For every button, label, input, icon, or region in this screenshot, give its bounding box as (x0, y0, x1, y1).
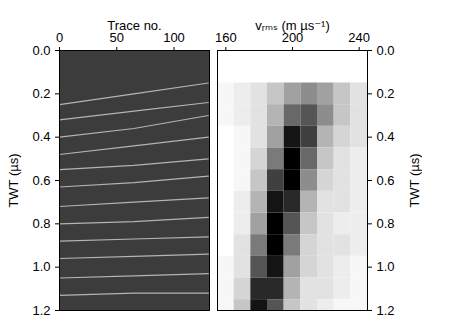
svg-text:0.6: 0.6 (32, 173, 50, 188)
svg-text:TWT (µs): TWT (µs) (6, 153, 21, 207)
svg-text:0.0: 0.0 (377, 43, 395, 58)
svg-text:vᵣₘₛ (m µs⁻¹): vᵣₘₛ (m µs⁻¹) (255, 18, 329, 33)
svg-text:1.0: 1.0 (32, 259, 50, 274)
svg-text:1.2: 1.2 (32, 303, 50, 318)
svg-text:0.2: 0.2 (32, 86, 50, 101)
svg-text:Trace no.: Trace no. (107, 18, 161, 33)
svg-text:0.6: 0.6 (377, 173, 395, 188)
svg-text:0.0: 0.0 (32, 43, 50, 58)
svg-text:0.8: 0.8 (32, 216, 50, 231)
svg-text:1.0: 1.0 (377, 259, 395, 274)
svg-text:0.4: 0.4 (377, 129, 395, 144)
svg-text:50: 50 (109, 29, 124, 45)
svg-text:160: 160 (215, 30, 237, 45)
svg-text:0.8: 0.8 (377, 216, 395, 231)
svg-text:0.4: 0.4 (32, 129, 50, 144)
svg-text:0: 0 (56, 30, 63, 45)
svg-text:TWT (µs): TWT (µs) (407, 153, 422, 207)
svg-text:200: 200 (281, 29, 304, 45)
svg-text:0.2: 0.2 (377, 86, 395, 101)
svg-text:240: 240 (348, 30, 370, 45)
svg-text:1.2: 1.2 (377, 303, 395, 318)
svg-text:100: 100 (163, 30, 185, 45)
